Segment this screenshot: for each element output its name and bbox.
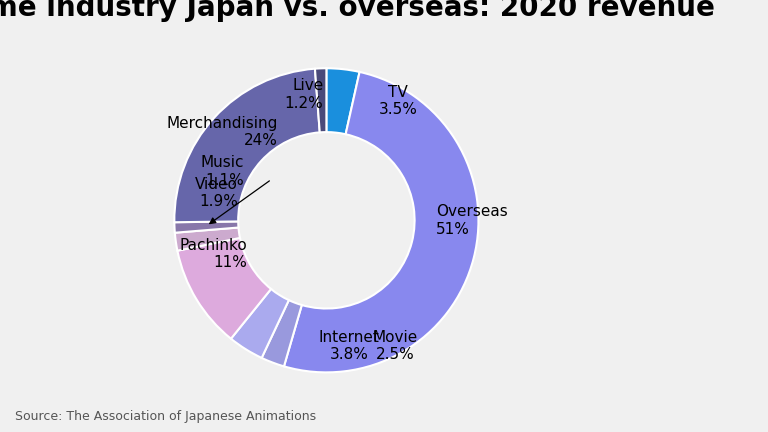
Text: Live
1.2%: Live 1.2% xyxy=(285,79,323,111)
Wedge shape xyxy=(174,222,239,233)
Wedge shape xyxy=(284,72,478,372)
Text: Movie
2.5%: Movie 2.5% xyxy=(372,330,418,362)
Text: Pachinko
11%: Pachinko 11% xyxy=(180,238,247,270)
Text: TV
3.5%: TV 3.5% xyxy=(379,85,417,117)
Text: Internet
3.8%: Internet 3.8% xyxy=(319,330,379,362)
Title: Anime industry Japan vs. overseas: 2020 revenue: Anime industry Japan vs. overseas: 2020 … xyxy=(0,0,715,22)
Wedge shape xyxy=(315,68,326,132)
Text: Overseas
51%: Overseas 51% xyxy=(436,204,508,237)
Wedge shape xyxy=(175,228,240,251)
Text: Merchandising
24%: Merchandising 24% xyxy=(167,116,278,148)
Wedge shape xyxy=(262,300,302,366)
Wedge shape xyxy=(174,69,319,222)
Wedge shape xyxy=(231,289,289,358)
Wedge shape xyxy=(177,238,271,339)
Text: Source: The Association of Japanese Animations: Source: The Association of Japanese Anim… xyxy=(15,410,316,423)
Wedge shape xyxy=(326,68,359,134)
Text: Video
1.9%: Video 1.9% xyxy=(195,177,238,209)
Text: Music
1.1%: Music 1.1% xyxy=(200,156,244,188)
